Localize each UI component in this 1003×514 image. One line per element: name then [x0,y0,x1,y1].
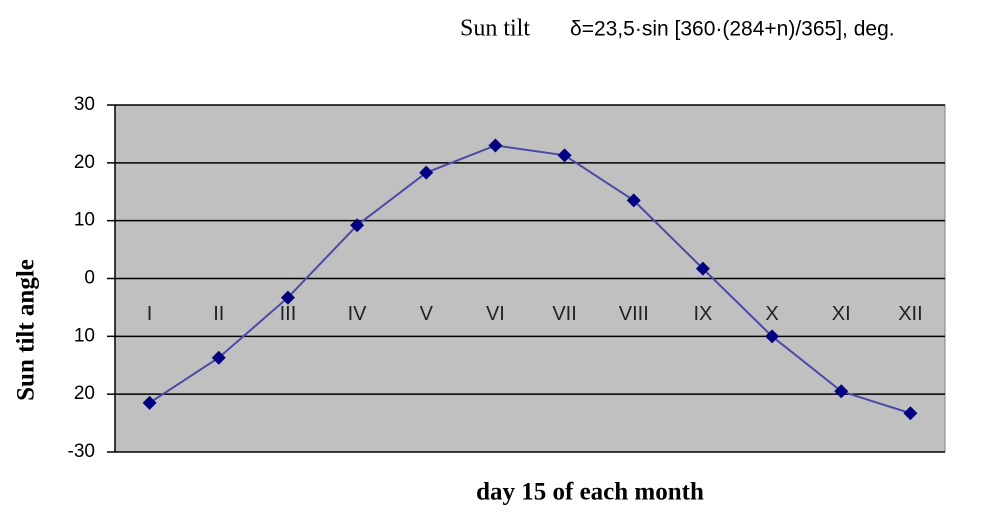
data-point [765,329,780,344]
data-point [834,384,849,399]
data-point [903,406,918,421]
data-point [695,261,710,276]
data-point [419,165,434,180]
x-axis-label: day 15 of each month [476,479,704,506]
x-tick-label: VII [552,303,576,325]
data-point [488,138,503,153]
data-point [142,395,157,410]
x-tick-label: X [765,303,778,325]
data-point [557,148,572,163]
x-tick-label: I [147,303,153,325]
y-tick-label: -30 [68,441,95,462]
data-point [211,350,226,365]
y-axis-label: Sun tilt angle [13,259,40,401]
x-tick-label: V [420,303,434,325]
y-tick-label: 10 [74,325,95,346]
x-tick-label: IX [693,303,712,325]
x-tick-label: III [280,303,297,325]
y-tick-label: 20 [74,383,95,404]
x-tick-label: IV [348,303,368,325]
x-tick-label: II [213,303,224,325]
x-tick-label: XII [898,303,922,325]
y-tick-label: 0 [84,268,95,289]
x-tick-label: XI [832,303,851,325]
chart-subtitle: δ=23,5·sin [360·(284+n)/365], deg. [570,18,895,41]
series-line [149,144,911,415]
chart-title: Sun tilt [460,16,530,42]
y-tick-label: 20 [74,152,95,173]
data-point [626,193,641,208]
x-tick-label: VIII [619,303,649,325]
data-point [280,290,295,305]
x-tick-label: VI [486,303,505,325]
data-point [350,218,365,233]
y-tick-label: 10 [74,210,95,231]
y-tick-label: 30 [74,94,95,115]
